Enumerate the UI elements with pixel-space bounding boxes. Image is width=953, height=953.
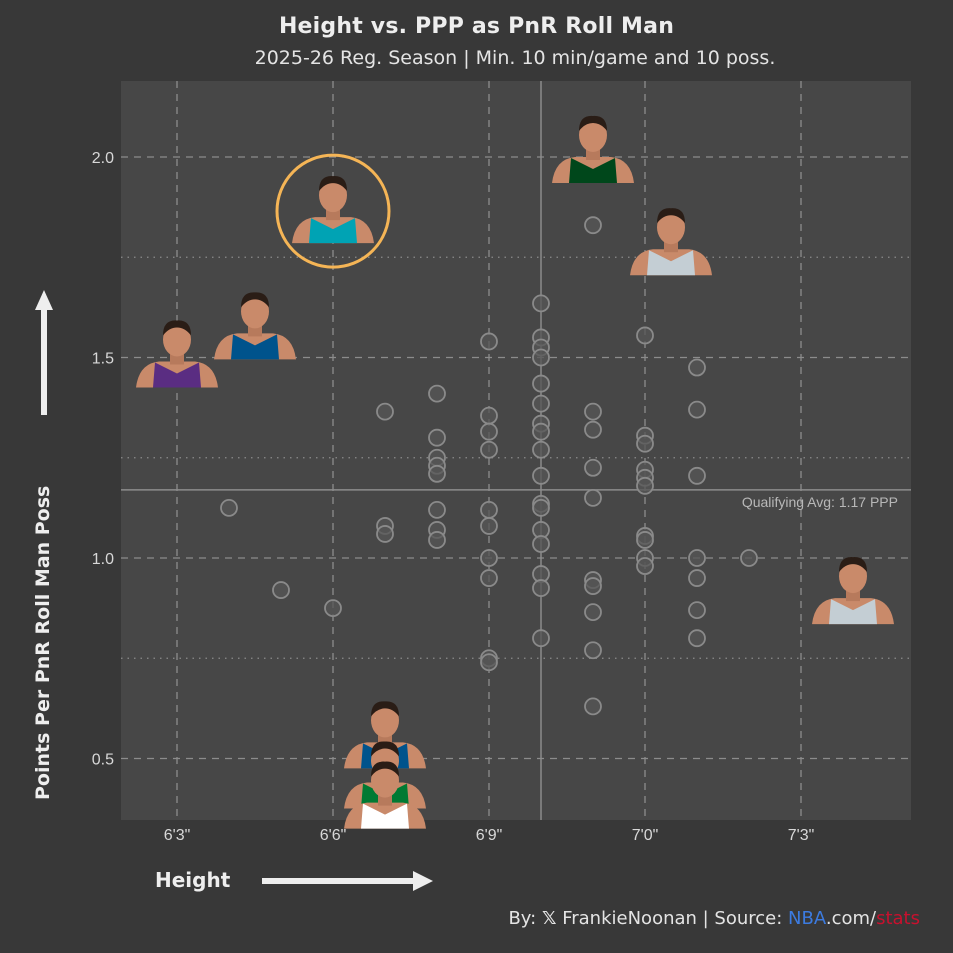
data-point: [636, 326, 654, 345]
data-point: [532, 535, 550, 553]
data-point: [688, 549, 706, 567]
data-point: [532, 422, 550, 441]
data-point: [480, 549, 498, 567]
data-point: [480, 569, 498, 587]
data-point: [740, 549, 758, 567]
data-point: [584, 420, 602, 439]
data-point: [480, 406, 498, 425]
x-tick-label: 7'0": [632, 827, 659, 844]
data-point: [480, 440, 498, 459]
data-point: [532, 440, 550, 459]
data-point: [636, 531, 654, 549]
y-tick-label: 1.0: [92, 551, 114, 568]
data-point: [532, 579, 550, 597]
data-point: [584, 603, 602, 622]
by-label: By:: [508, 908, 537, 929]
source-stats: stats: [876, 908, 920, 929]
data-point: [636, 557, 654, 575]
data-point: [480, 500, 498, 519]
x-tick-label: 7'3": [788, 827, 815, 844]
data-point: [688, 601, 706, 620]
data-point: [428, 531, 446, 549]
y-axis-arrow-icon: [35, 290, 53, 415]
data-point: [584, 577, 602, 595]
data-point: [532, 374, 550, 393]
data-point: [584, 402, 602, 421]
player-headshot: [630, 208, 712, 276]
x-logo-icon: 𝕏: [541, 908, 557, 929]
data-point: [532, 294, 550, 313]
source-label: | Source:: [696, 908, 789, 929]
player-headshots: [136, 115, 894, 829]
data-point: [532, 498, 550, 517]
data-points: [220, 216, 758, 716]
player-headshot: [136, 320, 218, 388]
data-point: [532, 394, 550, 413]
qualifying-avg-label: Qualifying Avg: 1.17 PPP: [742, 494, 898, 510]
data-point: [688, 466, 706, 485]
x-axis-arrow-icon: [262, 871, 433, 891]
data-point: [272, 581, 290, 599]
data-point: [480, 332, 498, 351]
data-point: [376, 402, 394, 421]
data-point: [428, 464, 446, 483]
data-point: [480, 517, 498, 535]
data-point: [636, 476, 654, 495]
player-headshot: [275, 153, 391, 269]
x-tick-label: 6'9": [476, 827, 503, 844]
source-nba: NBA: [788, 908, 826, 929]
data-point: [688, 629, 706, 648]
chart-title: Height vs. PPP as PnR Roll Man: [278, 14, 675, 39]
x-tick-labels: 6'3" 6'6" 6'9" 7'0" 7'3": [164, 827, 815, 844]
x-tick-label: 6'6": [320, 827, 347, 844]
y-tick-labels: 0.5 1.0 1.5 2.0: [92, 150, 114, 769]
author-handle: FrankieNoonan: [562, 908, 697, 929]
data-point: [584, 641, 602, 660]
x-axis-label: Height: [155, 868, 231, 892]
y-tick-label: 0.5: [92, 752, 114, 769]
data-point: [688, 358, 706, 377]
player-headshot: [812, 557, 894, 625]
data-point: [584, 216, 602, 235]
y-tick-label: 1.5: [92, 351, 114, 368]
data-point: [532, 466, 550, 485]
y-axis-label: Points Per PnR Roll Man Poss: [32, 485, 54, 800]
plot-area: [121, 81, 911, 820]
data-point: [688, 569, 706, 587]
data-point: [584, 488, 602, 507]
x-tick-label: 6'3": [164, 827, 191, 844]
data-point: [220, 498, 238, 517]
data-point: [324, 599, 342, 618]
data-point: [428, 384, 446, 403]
player-headshot: [552, 115, 634, 183]
player-headshot: [214, 292, 296, 360]
data-point: [532, 348, 550, 367]
data-point: [636, 434, 654, 453]
credit-line: By: 𝕏 FrankieNoonan | Source: NBA.com/st…: [508, 908, 920, 929]
data-point: [480, 653, 498, 672]
data-point: [532, 629, 550, 648]
data-point: [428, 500, 446, 519]
data-point: [688, 400, 706, 419]
data-point: [376, 525, 394, 543]
chart-subtitle: 2025-26 Reg. Season | Min. 10 min/game a…: [254, 47, 776, 69]
data-point: [480, 422, 498, 441]
y-tick-label: 2.0: [92, 150, 114, 167]
data-point: [584, 697, 602, 716]
source-dotcom: .com/: [825, 908, 877, 929]
data-point: [428, 428, 446, 447]
data-point: [584, 458, 602, 477]
player-headshot: [344, 761, 426, 829]
